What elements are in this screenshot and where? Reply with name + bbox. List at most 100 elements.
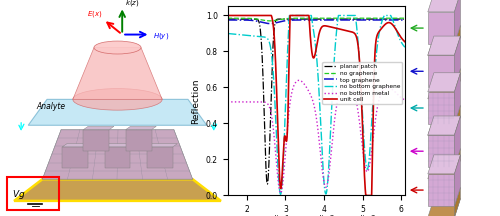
no bottom graphene	[292, 14, 298, 17]
unit cell	[402, 41, 408, 43]
planar patch	[380, 18, 386, 20]
Polygon shape	[454, 105, 460, 136]
Text: dip 2: dip 2	[317, 215, 334, 216]
Text: $E(x)$: $E(x)$	[87, 9, 102, 19]
no bottom metal	[224, 101, 230, 103]
Polygon shape	[428, 12, 454, 44]
unit cell	[380, 26, 386, 29]
no bottom graphene	[244, 34, 250, 37]
Text: $H(y)$: $H(y)$	[153, 31, 169, 41]
Polygon shape	[428, 55, 454, 87]
unit cell	[398, 37, 404, 39]
no bottom metal	[402, 99, 408, 101]
top graphene	[267, 22, 273, 25]
Polygon shape	[428, 160, 460, 179]
Polygon shape	[126, 130, 152, 151]
Text: dip 3: dip 3	[358, 215, 375, 216]
Polygon shape	[454, 116, 460, 167]
Polygon shape	[104, 147, 130, 168]
Polygon shape	[42, 130, 192, 179]
Polygon shape	[62, 147, 88, 168]
unit cell	[244, 14, 250, 17]
no bottom graphene	[380, 18, 386, 21]
Polygon shape	[428, 73, 460, 92]
Polygon shape	[28, 99, 207, 125]
Polygon shape	[14, 179, 221, 201]
Text: $Vg$: $Vg$	[12, 187, 26, 201]
unit cell	[224, 14, 230, 17]
Polygon shape	[428, 116, 460, 135]
no bottom graphene	[224, 32, 230, 35]
Legend: planar patch, no graphene, top graphene, no bottom graphene, no bottom metal, un: planar patch, no graphene, top graphene,…	[322, 62, 402, 104]
no bottom graphene	[398, 41, 404, 44]
no bottom metal	[292, 81, 298, 84]
Polygon shape	[428, 92, 454, 124]
top graphene	[338, 19, 344, 21]
planar patch	[224, 18, 230, 20]
Bar	[7, 177, 59, 210]
no bottom graphene	[278, 193, 283, 196]
Line: unit cell: unit cell	[228, 16, 405, 195]
no graphene	[402, 17, 408, 19]
Polygon shape	[428, 36, 460, 55]
Polygon shape	[62, 144, 93, 147]
Polygon shape	[454, 68, 460, 99]
no graphene	[338, 17, 344, 19]
planar patch	[402, 18, 408, 20]
Line: top graphene: top graphene	[228, 20, 405, 24]
Polygon shape	[454, 73, 460, 124]
top graphene	[398, 19, 404, 21]
no graphene	[292, 17, 298, 19]
Polygon shape	[454, 187, 460, 216]
planar patch	[256, 19, 262, 22]
planar patch	[244, 18, 250, 20]
Line: no graphene: no graphene	[228, 18, 405, 21]
no bottom metal	[256, 101, 262, 103]
no bottom graphene	[300, 14, 306, 17]
top graphene	[292, 19, 298, 21]
no bottom graphene	[402, 46, 408, 48]
no bottom metal	[398, 97, 404, 99]
Polygon shape	[84, 130, 110, 151]
no bottom graphene	[286, 14, 292, 17]
Polygon shape	[428, 0, 460, 12]
Ellipse shape	[94, 41, 141, 54]
Polygon shape	[454, 25, 460, 56]
planar patch	[292, 18, 298, 20]
Polygon shape	[428, 37, 460, 56]
no graphene	[398, 17, 404, 19]
unit cell	[256, 14, 262, 17]
no bottom metal	[244, 101, 250, 103]
top graphene	[380, 19, 386, 21]
Text: $k(z)$: $k(z)$	[124, 0, 139, 8]
Polygon shape	[428, 155, 460, 174]
Polygon shape	[84, 126, 114, 130]
Polygon shape	[454, 148, 460, 179]
Polygon shape	[104, 144, 135, 147]
Polygon shape	[428, 80, 460, 99]
Polygon shape	[147, 144, 178, 147]
no graphene	[256, 18, 262, 21]
Line: no bottom metal: no bottom metal	[228, 80, 405, 193]
no bottom metal	[278, 192, 283, 194]
no graphene	[244, 17, 250, 20]
planar patch	[264, 183, 270, 186]
top graphene	[224, 19, 230, 21]
Polygon shape	[126, 126, 156, 130]
Polygon shape	[428, 174, 454, 206]
Polygon shape	[454, 36, 460, 87]
no graphene	[267, 20, 273, 22]
Line: planar patch: planar patch	[228, 19, 405, 184]
Text: Analyte: Analyte	[36, 102, 66, 111]
top graphene	[402, 19, 408, 21]
top graphene	[256, 20, 262, 23]
no graphene	[300, 17, 306, 19]
no bottom metal	[300, 82, 306, 84]
planar patch	[398, 18, 404, 20]
Polygon shape	[454, 155, 460, 206]
no bottom graphene	[256, 35, 262, 38]
Polygon shape	[428, 117, 460, 136]
Polygon shape	[147, 147, 172, 168]
Line: no bottom graphene: no bottom graphene	[228, 16, 405, 194]
no bottom metal	[380, 90, 386, 92]
